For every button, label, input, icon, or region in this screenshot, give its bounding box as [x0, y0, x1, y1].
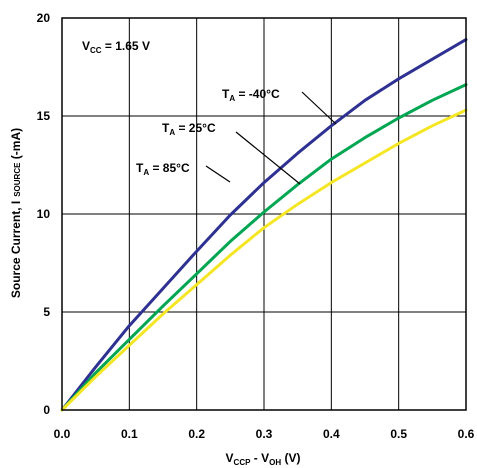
y-tick-label: 10 [37, 207, 51, 221]
series-label-85-end: = 85°C [149, 161, 190, 175]
series-label-85: TA = 85°C [136, 161, 190, 177]
x-tick-label: 0.0 [54, 427, 71, 441]
series-label-25-end: = 25°C [175, 121, 216, 135]
y-axis-title-main: Source Current, I [9, 201, 23, 298]
plot-frame [61, 17, 467, 411]
series-label-minus40-main: T [222, 87, 230, 101]
y-tick-label: 5 [43, 305, 50, 319]
x-tick-label: 0.6 [458, 427, 475, 441]
leader-line-85 [205, 165, 231, 183]
series-lines [60, 38, 468, 412]
y-tick-label: 0 [43, 403, 50, 417]
series-line-2 [60, 108, 468, 412]
x-tick-label: 0.1 [121, 427, 138, 441]
x-axis-title-mid: - V [250, 451, 269, 465]
x-tick-label: 0.2 [188, 427, 205, 441]
series-label-minus40-sub: A [229, 94, 235, 103]
series-line-0 [60, 38, 468, 412]
x-axis-title-end: (V) [281, 451, 300, 465]
leader-line-25 [235, 131, 301, 185]
condition-sub: CC [90, 46, 102, 55]
condition-main: V [82, 39, 90, 53]
series-label-25-main: T [162, 121, 170, 135]
y-axis-title-end: (-mA) [9, 128, 23, 163]
series-label-25: TA = 25°C [162, 121, 216, 137]
series-label-85-sub: A [143, 168, 149, 177]
condition-label: VCC = 1.65 V [82, 39, 150, 55]
x-axis-title-sub2: OH [269, 458, 281, 467]
x-tick-label: 0.3 [256, 427, 273, 441]
series-label-minus40-end: = -40°C [235, 87, 280, 101]
y-axis-title-sub: SOURCE [13, 162, 22, 197]
series-label-25-sub: A [169, 128, 175, 137]
y-tick-label: 15 [37, 109, 51, 123]
series-label-minus40: TA = -40°C [222, 87, 280, 103]
leader-line-minus40 [301, 91, 337, 125]
x-axis-title: VCCP - VOH (V) [226, 451, 301, 467]
x-tick-label: 0.4 [323, 427, 340, 441]
tick-labels: 0.0 0.1 0.2 0.3 0.4 0.5 0.6 0 5 10 15 20 [37, 11, 475, 441]
series-line-1 [60, 83, 468, 412]
x-axis-title-sub1: CCP [234, 458, 252, 467]
condition-end: = 1.65 V [102, 39, 150, 53]
x-tick-label: 0.5 [390, 427, 407, 441]
y-axis-title: Source Current, I SOURCE (-mA) [9, 128, 23, 298]
y-tick-label: 20 [37, 11, 51, 25]
x-axis-title-main: V [226, 451, 234, 465]
series-label-85-main: T [136, 161, 144, 175]
